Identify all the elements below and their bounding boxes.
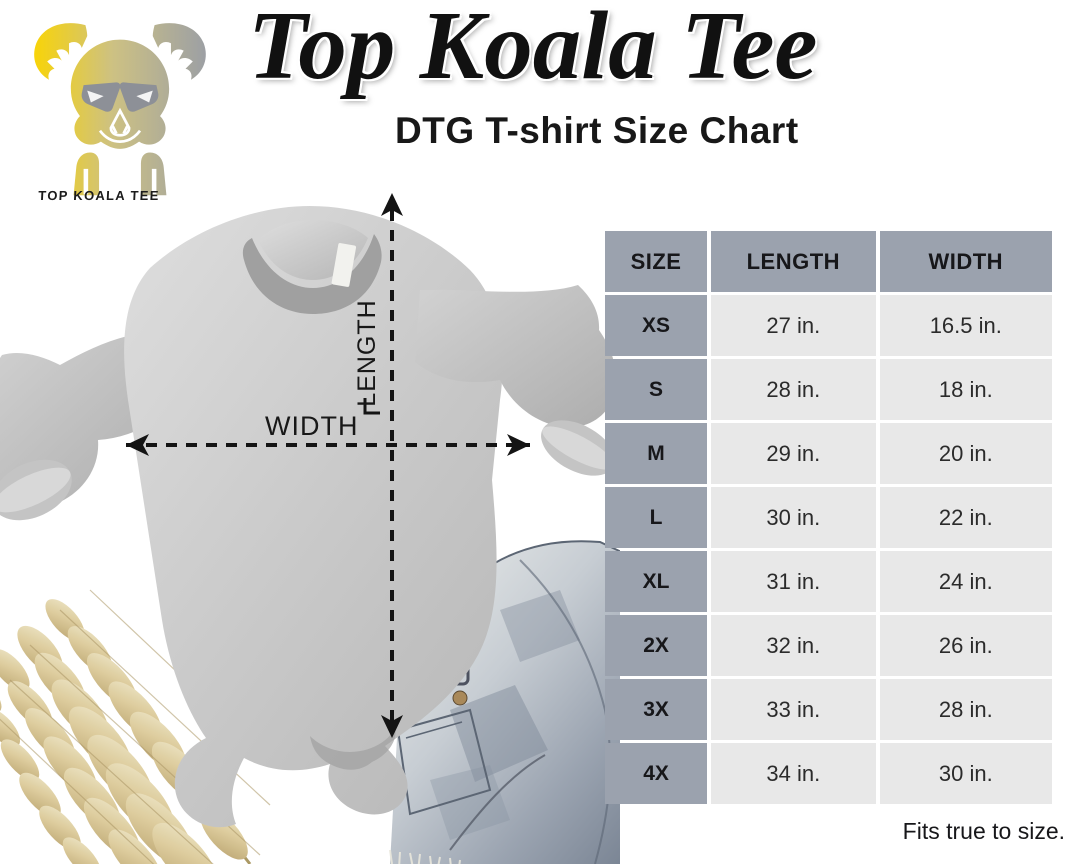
svg-text:LENGTH: LENGTH	[353, 299, 381, 406]
svg-text:WIDTH: WIDTH	[265, 411, 358, 441]
